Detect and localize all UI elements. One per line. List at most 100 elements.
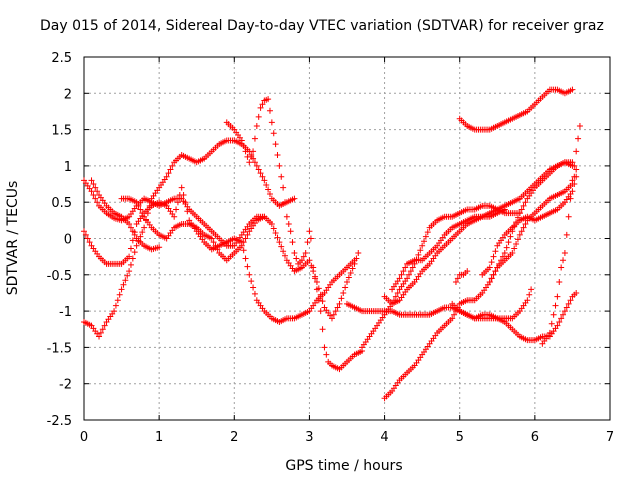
data-point	[513, 240, 520, 247]
data-point	[259, 173, 266, 180]
data-point	[133, 242, 140, 249]
data-point	[317, 308, 324, 315]
data-point	[178, 184, 185, 191]
data-point	[565, 213, 572, 220]
data-point	[246, 159, 253, 166]
data-point	[126, 268, 133, 275]
series-s12	[452, 268, 471, 286]
y-tick-label: 1.5	[51, 124, 72, 139]
data-point	[278, 173, 285, 180]
data-point	[319, 326, 326, 333]
data-point	[268, 119, 275, 126]
data-point	[552, 302, 559, 309]
data-point	[569, 86, 576, 93]
data-point	[270, 130, 277, 137]
data-point	[518, 228, 525, 235]
data-point	[561, 250, 568, 257]
data-point	[246, 271, 253, 278]
data-point	[300, 253, 307, 260]
data-point	[449, 315, 456, 322]
data-point	[304, 239, 311, 246]
data-point	[488, 275, 495, 282]
data-point	[452, 279, 459, 286]
data-point	[257, 104, 264, 111]
data-point	[351, 257, 358, 264]
data-point	[120, 281, 127, 288]
y-tick-label: -1.5	[47, 341, 72, 356]
series-s5	[118, 195, 268, 264]
data-point	[548, 320, 555, 327]
data-point	[272, 141, 279, 148]
data-point	[334, 304, 341, 311]
data-point	[293, 255, 300, 262]
series-s14	[456, 86, 576, 133]
data-point	[298, 257, 305, 264]
data-point	[501, 206, 508, 213]
series-s17	[486, 166, 580, 286]
data-point	[561, 308, 568, 315]
x-tick-label: 4	[380, 430, 388, 445]
data-point	[133, 199, 140, 206]
x-axis-title: GPS time / hours	[285, 458, 402, 474]
data-point	[242, 255, 249, 262]
data-point	[250, 148, 257, 155]
data-point	[451, 311, 458, 318]
data-point	[560, 311, 567, 318]
data-point	[554, 293, 561, 300]
data-point	[131, 249, 138, 256]
data-point	[265, 186, 272, 193]
data-point	[558, 315, 565, 322]
data-point	[287, 228, 294, 235]
tick-marks	[83, 56, 611, 421]
series-s10	[389, 159, 576, 293]
data-point	[315, 297, 322, 304]
y-axis-title: SDTVAR / TECUs	[5, 181, 21, 296]
data-point	[139, 210, 146, 217]
tick-labels: 0 1 2 3 4 5 6 7 2.5 2 1.5 1 0.5 0 -0.5 -1 -1.5 -2 -2.5	[47, 51, 615, 445]
data-point	[571, 162, 578, 169]
data-point	[259, 101, 266, 108]
data-point	[212, 242, 219, 249]
data-point	[94, 199, 101, 206]
data-point	[575, 135, 582, 142]
data-point	[174, 199, 181, 206]
data-point	[173, 206, 180, 213]
data-point	[251, 135, 258, 142]
series-s6	[223, 96, 366, 373]
data-point	[421, 238, 428, 245]
data-point	[272, 230, 279, 237]
data-point	[522, 199, 529, 206]
data-point	[141, 224, 148, 231]
data-point	[238, 137, 245, 144]
data-point	[505, 239, 512, 246]
series-s13	[449, 289, 580, 344]
data-point	[263, 181, 270, 188]
data-point	[328, 315, 335, 322]
data-point	[126, 253, 133, 260]
data-point	[394, 289, 401, 296]
data-point	[518, 206, 525, 213]
data-point	[265, 96, 272, 103]
y-tick-label: 0.5	[51, 196, 72, 211]
data-point	[266, 191, 273, 198]
data-point	[563, 304, 570, 311]
data-point	[558, 264, 565, 271]
data-point	[520, 202, 527, 209]
data-point	[127, 261, 134, 268]
data-point	[244, 263, 251, 270]
data-point	[486, 264, 493, 271]
data-point	[576, 122, 583, 129]
data-point	[126, 220, 133, 227]
data-point	[282, 252, 289, 259]
data-point	[111, 308, 118, 315]
data-point	[255, 166, 262, 173]
data-point	[560, 257, 567, 264]
x-tick-label: 7	[606, 430, 614, 445]
x-tick-label: 6	[531, 430, 539, 445]
x-tick-label: 2	[230, 430, 238, 445]
data-point	[424, 229, 431, 236]
x-tick-label: 3	[305, 430, 313, 445]
data-point	[349, 265, 356, 272]
data-point	[90, 181, 97, 188]
